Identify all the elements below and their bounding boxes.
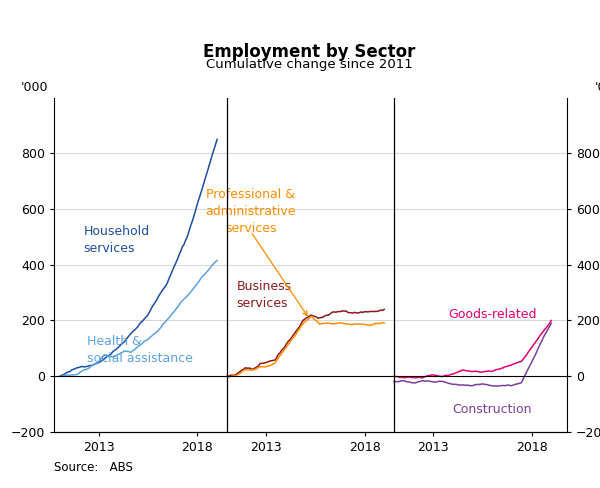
Text: Household
services: Household services: [83, 224, 149, 255]
Text: Employment by Sector: Employment by Sector: [203, 43, 415, 61]
Text: '000: '000: [20, 81, 48, 94]
Text: Professional &
administrative
services: Professional & administrative services: [205, 188, 296, 235]
Text: Goods-related: Goods-related: [448, 308, 536, 322]
Text: Health &
social assistance: Health & social assistance: [88, 335, 193, 365]
Text: Business
services: Business services: [237, 281, 292, 310]
Text: Construction: Construction: [452, 403, 532, 416]
Text: Source:   ABS: Source: ABS: [54, 461, 133, 474]
Text: '000: '000: [595, 81, 600, 94]
Text: Cumulative change since 2011: Cumulative change since 2011: [206, 58, 412, 71]
